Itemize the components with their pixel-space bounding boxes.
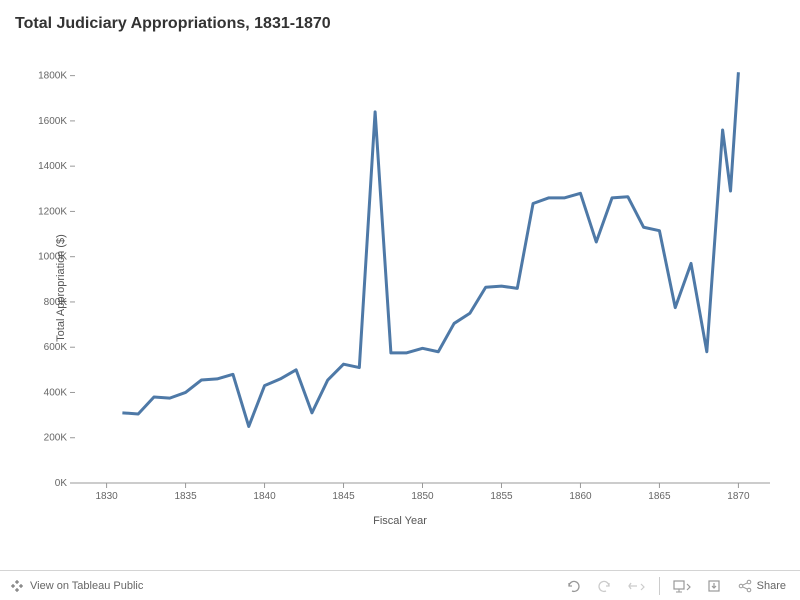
svg-text:1830: 1830 [95, 491, 118, 502]
svg-text:1855: 1855 [490, 491, 513, 502]
tableau-label: View on Tableau Public [30, 580, 143, 592]
svg-text:1845: 1845 [332, 491, 355, 502]
svg-text:1400K: 1400K [38, 161, 67, 172]
share-label: Share [757, 580, 786, 592]
toolbar-divider [659, 577, 660, 595]
redo-button[interactable] [593, 574, 617, 598]
svg-text:1200K: 1200K [38, 206, 67, 217]
download-button[interactable] [702, 574, 726, 598]
svg-text:1840: 1840 [253, 491, 276, 502]
svg-text:400K: 400K [44, 387, 68, 398]
presentation-button[interactable] [670, 574, 694, 598]
svg-text:1600K: 1600K [38, 116, 67, 127]
share-button[interactable]: Share [734, 579, 790, 593]
chart-svg: 1830 1835 1840 1845 1850 1855 1860 1865 1870 0K 20… [15, 43, 785, 513]
svg-text:1800K: 1800K [38, 71, 67, 82]
toolbar: View on Tableau Public Share [0, 570, 800, 600]
svg-text:600K: 600K [44, 342, 68, 353]
chart-container: Total Judiciary Appropriations, 1831-187… [0, 0, 800, 570]
svg-text:1870: 1870 [727, 491, 750, 502]
svg-text:1850: 1850 [411, 491, 434, 502]
svg-text:1865: 1865 [648, 491, 671, 502]
plot-area: Total Appropriation ($) 1830 1835 1840 1845… [15, 43, 785, 533]
y-axis-label: Total Appropriation ($) [55, 234, 67, 342]
share-icon [738, 579, 752, 593]
svg-text:1860: 1860 [569, 491, 592, 502]
tableau-logo-icon [10, 579, 24, 593]
svg-text:0K: 0K [55, 478, 68, 489]
svg-text:200K: 200K [44, 433, 68, 444]
undo-button[interactable] [561, 574, 585, 598]
svg-text:1835: 1835 [174, 491, 197, 502]
revert-button[interactable] [625, 574, 649, 598]
x-axis-label: Fiscal Year [15, 515, 785, 527]
tableau-link[interactable]: View on Tableau Public [10, 579, 143, 593]
chart-title: Total Judiciary Appropriations, 1831-187… [15, 15, 785, 33]
